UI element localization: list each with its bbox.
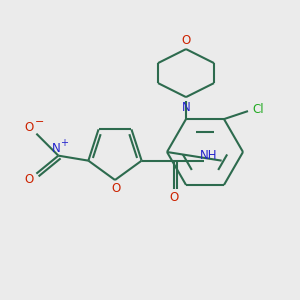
Text: O: O [111, 182, 121, 194]
Text: +: + [60, 138, 68, 148]
Text: O: O [25, 121, 34, 134]
Text: −: − [35, 117, 44, 127]
Text: O: O [169, 191, 178, 204]
Text: O: O [25, 173, 34, 186]
Text: Cl: Cl [252, 103, 264, 116]
Text: NH: NH [200, 149, 218, 162]
Text: N: N [52, 142, 61, 155]
Text: N: N [182, 100, 190, 114]
Text: O: O [182, 34, 190, 46]
